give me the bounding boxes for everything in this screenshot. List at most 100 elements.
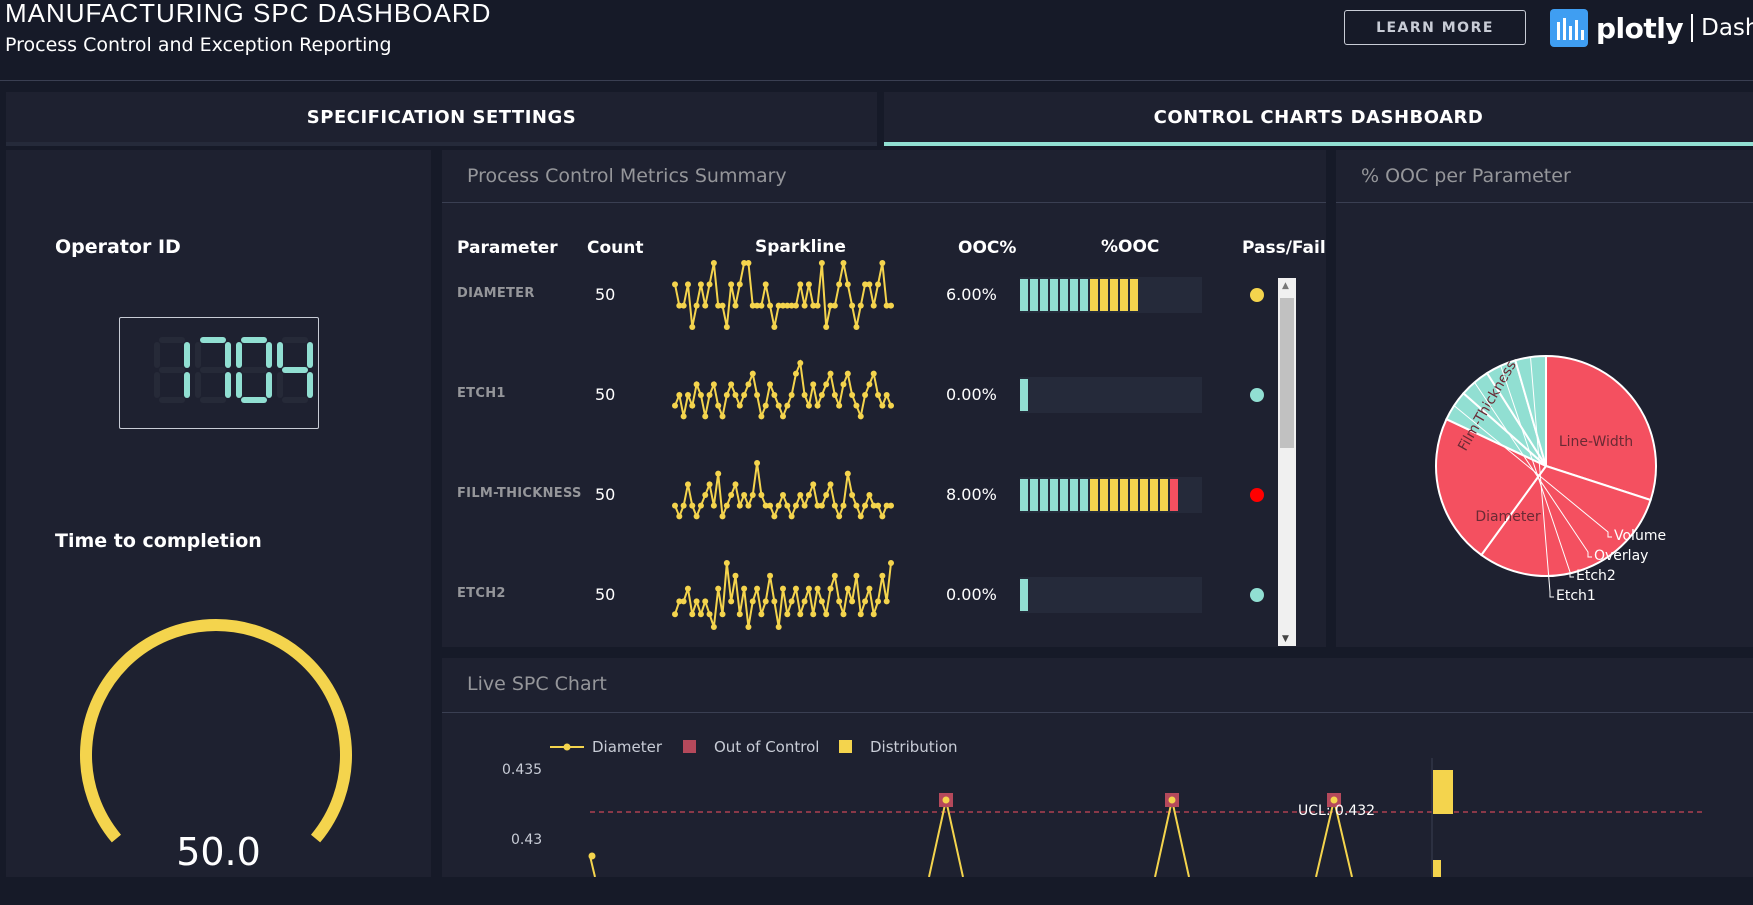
sparkline-point <box>728 492 735 498</box>
sparkline-point <box>870 502 877 509</box>
sparkline-point <box>723 392 730 398</box>
sparkline-point <box>810 611 817 618</box>
sparkline-point <box>754 302 761 309</box>
legend-series[interactable] <box>550 743 584 751</box>
legend-ooc-label: Out of Control <box>714 738 820 756</box>
sparkline-point <box>814 302 821 309</box>
logo-product: Dash <box>1701 15 1753 41</box>
sparkline-chart[interactable] <box>667 455 897 535</box>
sparkline-chart[interactable] <box>667 555 897 635</box>
tab-control-charts-dashboard[interactable]: CONTROL CHARTS DASHBOARD <box>884 92 1753 146</box>
sparkline-point <box>728 598 735 605</box>
sparkline-point <box>788 302 795 309</box>
sparkline-point <box>732 392 739 398</box>
pie-label-etch1: Etch1 <box>1556 588 1596 604</box>
sparkline-point <box>715 302 722 309</box>
sparkline-chart[interactable] <box>667 255 897 335</box>
distribution-bar <box>1433 770 1453 814</box>
sparkline-point <box>805 585 812 592</box>
sparkline-point <box>883 598 890 605</box>
led-segment <box>1080 279 1088 311</box>
sparkline-point <box>732 572 739 579</box>
sparkline-point <box>875 392 882 398</box>
sparkline-point <box>780 413 786 420</box>
led-segment <box>1110 279 1118 311</box>
sparkline-point <box>767 502 774 509</box>
pie-label-overlay: Overlay <box>1594 548 1648 564</box>
sparkline-point <box>784 502 791 509</box>
sparkline-point <box>689 324 696 330</box>
tab-specification-settings[interactable]: SPECIFICATION SETTINGS <box>6 92 877 146</box>
sparkline-point <box>676 598 683 605</box>
sparkline-point <box>741 392 748 398</box>
led-segment <box>1070 279 1078 311</box>
sparkline-point <box>771 513 778 520</box>
sparkline-point <box>706 392 713 398</box>
plotly-dash-logo[interactable]: plotly Dash <box>1550 9 1753 47</box>
ooc-pie-chart[interactable]: Line-WidthFilm-ThicknessDiameterVolumeOv… <box>1336 150 1753 647</box>
sparkline-point <box>672 402 678 409</box>
sparkline-point <box>810 481 817 488</box>
sparkline-point <box>857 611 864 618</box>
sparkline-line <box>674 562 892 628</box>
pie-label-line-width: Line-Width <box>1559 434 1633 450</box>
param-name: ETCH2 <box>457 586 506 601</box>
header-pass-fail: Pass/Fail <box>1242 238 1326 258</box>
sparkline-point <box>862 598 869 605</box>
scrollbar-thumb[interactable] <box>1280 298 1294 448</box>
led-segment <box>1120 479 1128 511</box>
led-segment <box>1100 279 1108 311</box>
sparkline-point <box>758 302 765 309</box>
sparkline-point <box>831 572 838 579</box>
sparkline-point <box>823 492 830 498</box>
sparkline-point <box>736 402 743 409</box>
live-spc-chart[interactable] <box>442 658 1753 877</box>
sparkline-point <box>680 413 687 420</box>
sparkline-point <box>844 370 851 377</box>
sparkline-point <box>749 492 756 498</box>
sparkline-point <box>719 302 726 309</box>
sparkline-point <box>728 281 735 288</box>
sparkline-chart[interactable] <box>667 355 897 435</box>
scroll-down-icon[interactable]: ▼ <box>1282 634 1289 644</box>
sparkline-point <box>689 502 696 509</box>
sparkline-point <box>866 381 873 388</box>
legend-series-label: Diameter <box>592 738 663 756</box>
scroll-up-icon[interactable]: ▲ <box>1282 281 1289 291</box>
sparkline-point <box>745 381 752 388</box>
sparkline-point <box>693 598 700 605</box>
sparkline-point <box>844 585 851 592</box>
sparkline-point <box>754 392 761 398</box>
sparkline-point <box>732 302 739 309</box>
sparkline-point <box>879 402 886 409</box>
param-count: 50 <box>595 485 616 504</box>
sparkline-point <box>870 370 877 377</box>
led-segment <box>1050 279 1058 311</box>
param-name: DIAMETER <box>457 286 535 301</box>
sparkline-point <box>827 481 834 488</box>
sparkline-point <box>840 381 847 388</box>
legend-distribution-marker <box>839 740 852 753</box>
sparkline-point <box>749 302 756 309</box>
led-segment <box>1160 479 1168 511</box>
header-ooc-bar: %OOC <box>1101 237 1160 257</box>
param-ooc-percent: 6.00% <box>946 285 997 304</box>
led-segment <box>1170 479 1178 511</box>
pie-leader-line <box>1453 405 1612 538</box>
metrics-summary-title: Process Control Metrics Summary <box>467 165 787 187</box>
sparkline-point <box>784 302 791 309</box>
time-to-completion-label: Time to completion <box>55 530 262 552</box>
metrics-scrollbar[interactable]: ▲ ▼ <box>1278 278 1296 646</box>
ooc-led-bar <box>1020 577 1202 613</box>
learn-more-button[interactable]: LEARN MORE <box>1344 10 1526 45</box>
sparkline-point <box>823 611 830 618</box>
ucl-label: UCL: 0.432 <box>1298 803 1376 819</box>
sparkline-point <box>771 392 778 398</box>
spc-point <box>942 796 950 804</box>
sparkline-point <box>680 598 687 605</box>
sparkline-point <box>723 324 730 330</box>
sparkline-point <box>853 324 860 330</box>
distribution-bar <box>1433 860 1441 877</box>
sparkline-point <box>780 492 786 498</box>
app-subtitle: Process Control and Exception Reporting <box>5 34 392 56</box>
